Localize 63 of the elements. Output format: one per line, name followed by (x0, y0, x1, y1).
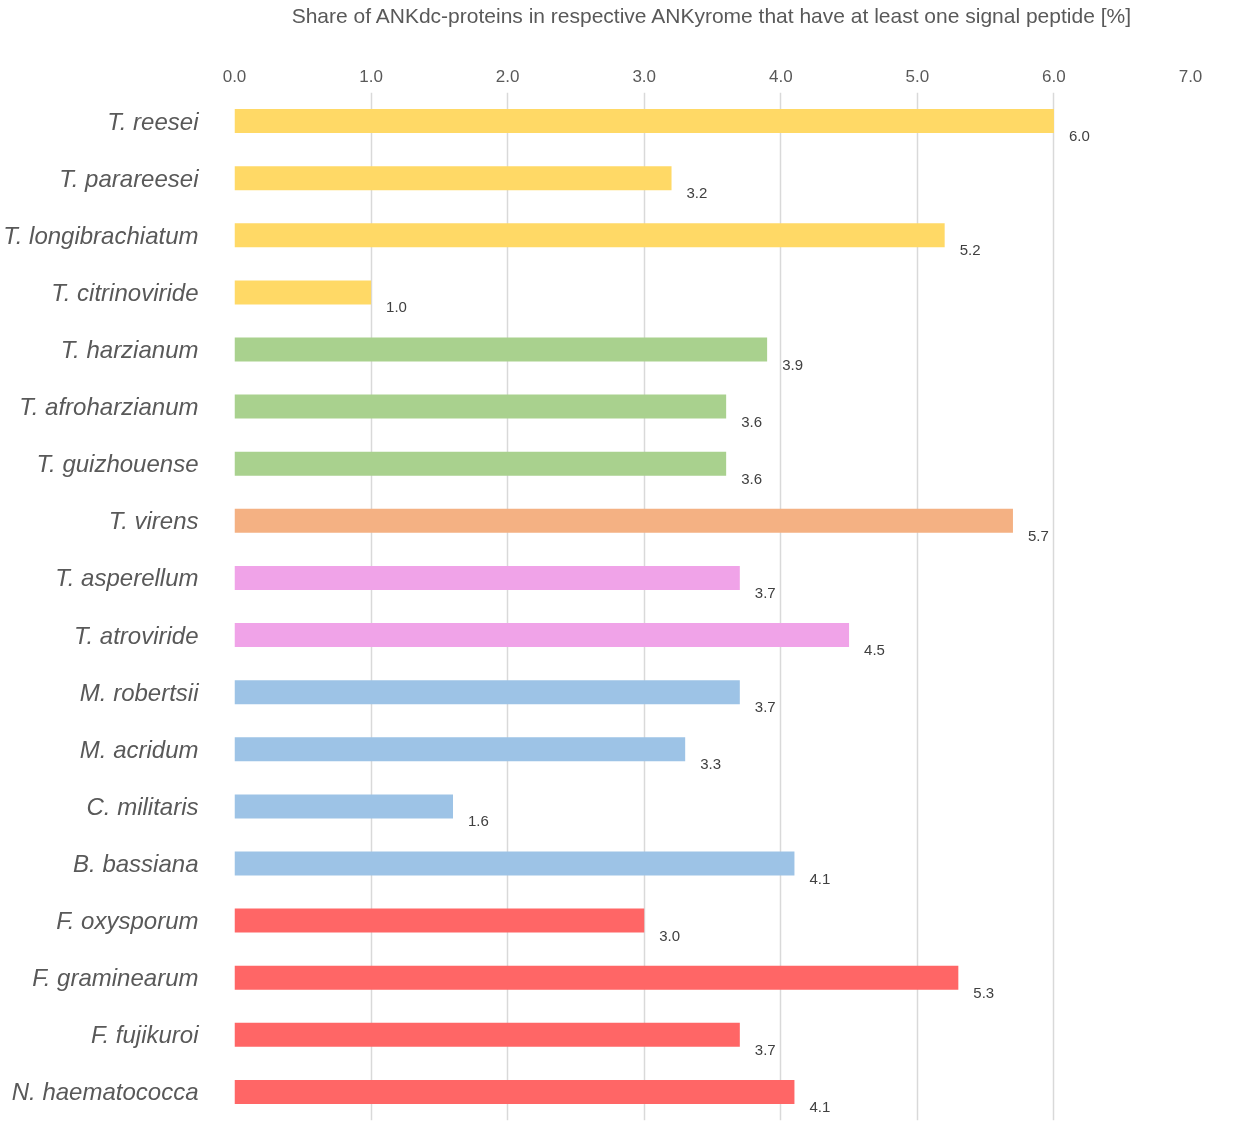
data-label: 4.1 (809, 869, 831, 887)
bar (234, 280, 372, 305)
bar (234, 223, 945, 248)
data-label: 5.7 (1027, 526, 1049, 544)
data-label: 3.6 (741, 469, 763, 487)
x-tick-label: 2.0 (495, 66, 520, 86)
y-tick-label: T. longibrachiatum (3, 221, 199, 249)
bar (234, 451, 727, 476)
x-tick-label: 6.0 (1042, 66, 1066, 86)
bar (234, 109, 1054, 134)
y-tick-label: F. graminearum (32, 964, 199, 992)
data-label: 1.0 (386, 298, 407, 316)
bar (234, 908, 645, 933)
y-tick-label: M. robertsii (79, 678, 200, 706)
y-tick-label: T. afroharzianum (19, 393, 199, 421)
bar (234, 508, 1013, 533)
bar (234, 166, 672, 191)
x-tick-label: 1.0 (359, 66, 383, 86)
y-tick-label: B. bassiana (73, 850, 199, 877)
bar (234, 680, 740, 705)
y-tick-label: T. asperellum (55, 564, 199, 592)
x-axis-title: Share of ANKdc-proteins in respective ANKyrome that have at least one signal peptide [%] (291, 3, 1131, 27)
y-tick-label: T. parareesei (59, 164, 200, 192)
data-label: 3.2 (686, 184, 708, 202)
bar (234, 623, 850, 648)
bar (234, 851, 795, 876)
y-tick-label: T. harzianum (60, 336, 199, 363)
x-tick-label: 5.0 (905, 66, 930, 86)
y-tick-label: T. citrinoviride (51, 278, 199, 306)
data-label: 3.7 (754, 583, 776, 601)
y-tick-label: M. acridum (79, 735, 199, 763)
y-tick-label: C. militaris (86, 792, 199, 820)
y-tick-label: N. haematococca (11, 1078, 199, 1106)
bar (234, 794, 454, 819)
bar (234, 1079, 795, 1104)
y-tick-label: T. guizhouense (36, 450, 199, 478)
data-label: 3.6 (741, 412, 763, 430)
bar (234, 337, 768, 362)
data-label: 1.6 (468, 812, 489, 830)
bar (234, 1022, 740, 1047)
y-tick-label: F. fujikuroi (90, 1021, 200, 1049)
x-tick-label: 0.0 (222, 66, 247, 86)
y-tick-label: T. reesei (107, 107, 200, 135)
data-label: 4.1 (809, 1097, 831, 1115)
data-label: 5.2 (959, 241, 981, 259)
data-label: 3.0 (659, 926, 681, 944)
bar (234, 737, 686, 762)
data-label: 3.3 (700, 755, 722, 773)
y-tick-label: F. oxysporum (56, 907, 199, 935)
bar (234, 394, 727, 419)
x-tick-label: 7.0 (1178, 66, 1203, 86)
y-tick-label: T. atroviride (74, 621, 199, 649)
x-tick-label: 4.0 (768, 66, 793, 86)
y-tick-label: T. virens (108, 507, 199, 535)
bar (234, 565, 740, 590)
data-label: 3.7 (754, 1040, 776, 1058)
data-label: 3.9 (782, 355, 803, 373)
data-label: 6.0 (1068, 127, 1090, 145)
data-label: 5.3 (973, 983, 995, 1001)
x-tick-label: 3.0 (632, 66, 657, 86)
data-label: 3.7 (754, 698, 776, 716)
bar (234, 965, 959, 990)
data-label: 4.5 (864, 641, 885, 659)
